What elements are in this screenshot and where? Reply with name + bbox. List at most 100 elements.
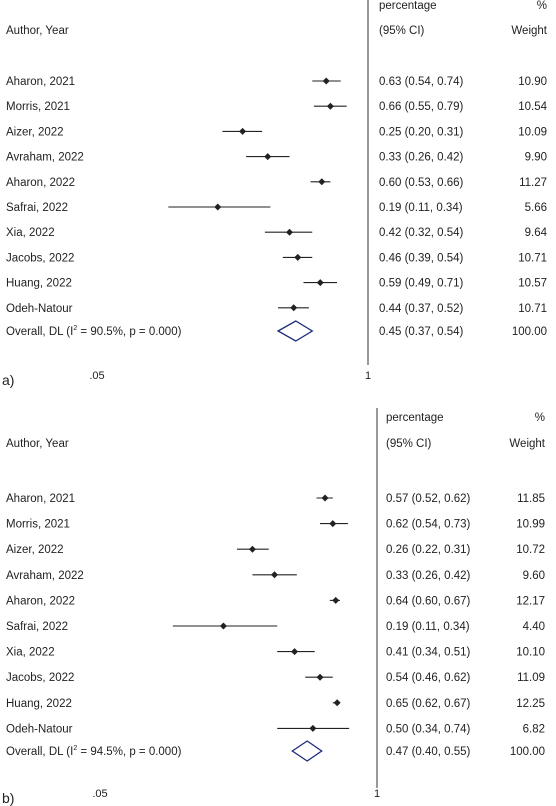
study-label: Jacobs, 2022 bbox=[6, 672, 74, 684]
point-estimate-marker bbox=[239, 127, 247, 135]
point-estimate-marker bbox=[322, 77, 330, 85]
overall-weight: 100.00 bbox=[512, 326, 547, 338]
overall-label-prefix: Overall, DL (I bbox=[6, 746, 73, 758]
study-column-header: Author, Year bbox=[6, 438, 69, 450]
point-estimate-marker bbox=[214, 203, 222, 211]
weight-subheader: Weight bbox=[511, 25, 547, 37]
weight-column-header: % bbox=[537, 0, 547, 12]
point-estimate-marker bbox=[316, 673, 324, 681]
overall-label-superscript: 2 bbox=[73, 325, 77, 332]
study-ci-text: 0.60 (0.53, 0.66) bbox=[379, 177, 464, 189]
point-estimate-marker bbox=[309, 724, 317, 732]
study-weight: 12.17 bbox=[516, 595, 545, 607]
estimate-ci-header: (95% CI) bbox=[379, 25, 425, 37]
study-weight: 9.60 bbox=[523, 570, 545, 582]
study-weight: 11.09 bbox=[517, 672, 545, 684]
estimate-column-header: percentage bbox=[379, 0, 437, 12]
study-ci-text: 0.54 (0.46, 0.62) bbox=[386, 672, 471, 684]
study-ci-text: 0.66 (0.55, 0.79) bbox=[379, 101, 464, 113]
point-estimate-marker bbox=[316, 279, 324, 287]
point-estimate-marker bbox=[321, 494, 329, 502]
x-tick-label: .05 bbox=[92, 788, 107, 800]
study-ci-text: 0.44 (0.37, 0.52) bbox=[379, 303, 464, 315]
x-tick-label: 1 bbox=[365, 370, 371, 382]
study-ci-text: 0.65 (0.62, 0.67) bbox=[386, 698, 471, 710]
study-ci-text: 0.19 (0.11, 0.34) bbox=[379, 202, 463, 214]
study-weight: 12.25 bbox=[516, 698, 545, 710]
point-estimate-marker bbox=[248, 545, 256, 553]
point-estimate-marker bbox=[318, 178, 326, 186]
study-label: Xia, 2022 bbox=[6, 647, 55, 659]
weight-subheader: Weight bbox=[509, 438, 545, 450]
overall-label: Overall, DL (I2 = 90.5%, p = 0.000) bbox=[6, 325, 182, 338]
study-weight: 5.66 bbox=[525, 202, 547, 214]
overall-label-suffix: = 94.5%, p = 0.000) bbox=[77, 746, 181, 758]
point-estimate-marker bbox=[329, 520, 337, 528]
study-label: Aharon, 2022 bbox=[6, 595, 75, 607]
study-column-header: Author, Year bbox=[6, 25, 69, 37]
point-estimate-marker bbox=[219, 622, 227, 630]
point-estimate-marker bbox=[333, 699, 341, 707]
panel-label: b) bbox=[2, 790, 14, 806]
study-weight: 10.90 bbox=[518, 76, 547, 88]
study-label: Aharon, 2021 bbox=[6, 76, 75, 88]
study-ci-text: 0.25 (0.20, 0.31) bbox=[379, 126, 464, 138]
study-label: Avraham, 2022 bbox=[6, 152, 84, 164]
study-weight: 10.99 bbox=[516, 519, 545, 531]
overall-label: Overall, DL (I2 = 94.5%, p = 0.000) bbox=[6, 745, 182, 758]
study-weight: 4.40 bbox=[523, 621, 545, 633]
study-label: Huang, 2022 bbox=[6, 698, 72, 710]
panel-label: a) bbox=[2, 372, 14, 388]
study-label: Xia, 2022 bbox=[6, 227, 55, 239]
point-estimate-marker bbox=[332, 596, 340, 604]
study-ci-text: 0.57 (0.52, 0.62) bbox=[386, 493, 471, 505]
study-weight: 9.64 bbox=[525, 227, 548, 239]
point-estimate-marker bbox=[291, 648, 299, 656]
study-weight: 6.82 bbox=[523, 723, 545, 735]
study-weight: 10.71 bbox=[518, 303, 547, 315]
study-ci-text: 0.50 (0.34, 0.74) bbox=[386, 723, 471, 735]
overall-diamond bbox=[291, 740, 323, 762]
point-estimate-marker bbox=[286, 228, 294, 236]
study-label: Odeh-Natour bbox=[6, 723, 73, 735]
study-weight: 9.90 bbox=[525, 152, 547, 164]
study-label: Aharon, 2021 bbox=[6, 493, 75, 505]
study-ci-text: 0.63 (0.54, 0.74) bbox=[379, 76, 464, 88]
study-ci-text: 0.41 (0.34, 0.51) bbox=[386, 647, 471, 659]
study-label: Avraham, 2022 bbox=[6, 570, 84, 582]
overall-label-superscript: 2 bbox=[73, 745, 77, 752]
study-label: Huang, 2022 bbox=[6, 278, 72, 290]
x-tick-label: .05 bbox=[89, 370, 104, 382]
study-weight: 11.85 bbox=[517, 493, 545, 505]
study-ci-text: 0.33 (0.26, 0.42) bbox=[379, 152, 464, 164]
study-label: Safrai, 2022 bbox=[6, 202, 68, 214]
study-weight: 10.54 bbox=[518, 101, 547, 113]
study-ci-text: 0.64 (0.60, 0.67) bbox=[386, 595, 471, 607]
point-estimate-marker bbox=[290, 304, 298, 312]
study-weight: 11.27 bbox=[519, 177, 547, 189]
study-ci-text: 0.42 (0.32, 0.54) bbox=[379, 227, 464, 239]
study-ci-text: 0.26 (0.22, 0.31) bbox=[386, 544, 471, 556]
study-weight: 10.71 bbox=[518, 252, 547, 264]
study-label: Morris, 2021 bbox=[6, 101, 70, 113]
overall-label-prefix: Overall, DL (I bbox=[6, 326, 73, 338]
overall-ci-text: 0.47 (0.40, 0.55) bbox=[386, 746, 471, 758]
overall-label-suffix: = 90.5%, p = 0.000) bbox=[77, 326, 181, 338]
study-label: Safrai, 2022 bbox=[6, 621, 68, 633]
study-weight: 10.10 bbox=[516, 647, 545, 659]
point-estimate-marker bbox=[294, 253, 302, 261]
study-ci-text: 0.59 (0.49, 0.71) bbox=[379, 278, 464, 290]
study-weight: 10.09 bbox=[518, 126, 547, 138]
point-estimate-marker bbox=[264, 153, 272, 161]
study-label: Aizer, 2022 bbox=[6, 126, 64, 138]
study-ci-text: 0.33 (0.26, 0.42) bbox=[386, 570, 471, 582]
point-estimate-marker bbox=[270, 571, 278, 579]
weight-column-header: % bbox=[535, 412, 545, 424]
study-ci-text: 0.46 (0.39, 0.54) bbox=[379, 252, 464, 264]
estimate-ci-header: (95% CI) bbox=[386, 438, 432, 450]
overall-weight: 100.00 bbox=[510, 746, 545, 758]
overall-ci-text: 0.45 (0.37, 0.54) bbox=[379, 326, 464, 338]
study-ci-text: 0.62 (0.54, 0.73) bbox=[386, 519, 471, 531]
estimate-column-header: percentage bbox=[386, 412, 444, 424]
study-label: Aharon, 2022 bbox=[6, 177, 75, 189]
